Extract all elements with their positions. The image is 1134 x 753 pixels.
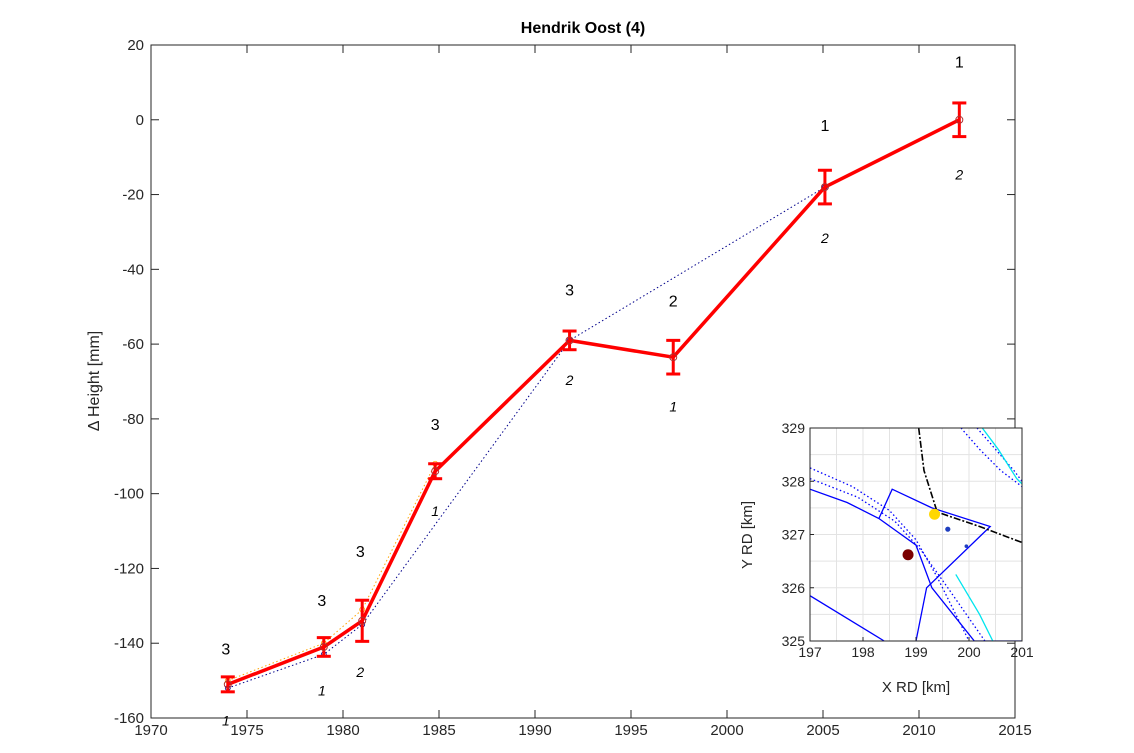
inset-map-line xyxy=(878,488,933,519)
inset-y-tick-label: 326 xyxy=(782,580,806,596)
y-tick-label: 0 xyxy=(136,112,144,129)
data-annotation: 2 xyxy=(954,167,963,183)
x-tick-label: 1990 xyxy=(518,722,551,739)
inset-y-tick-label: 325 xyxy=(782,633,806,649)
data-annotation: 3 xyxy=(221,641,230,658)
data-annotation: 1 xyxy=(955,54,964,71)
y-axis-label: Δ Height [mm] xyxy=(86,331,103,432)
data-point xyxy=(565,336,574,345)
data-annotation: 2 xyxy=(820,230,829,246)
inset-location-marker xyxy=(945,526,951,532)
data-annotation: 1 xyxy=(431,503,439,519)
inset-location-marker xyxy=(964,544,969,549)
chart-title: Hendrik Oost (4) xyxy=(521,20,645,37)
y-tick-label: -160 xyxy=(114,710,144,727)
series-line-dotted xyxy=(227,186,826,689)
data-point xyxy=(431,467,440,476)
error-bar xyxy=(562,329,577,352)
data-annotation: 1 xyxy=(222,712,230,728)
data-point xyxy=(820,183,829,192)
x-tick-label: 1985 xyxy=(422,722,455,739)
inset-x-tick-label: 201 xyxy=(1010,644,1034,660)
inset-y-tick-label: 328 xyxy=(782,473,806,489)
error-bar xyxy=(355,598,370,643)
x-tick-label: 2005 xyxy=(806,722,839,739)
data-annotation: 3 xyxy=(565,283,574,300)
data-annotation: 1 xyxy=(820,118,829,135)
x-tick-label: 1995 xyxy=(614,722,647,739)
y-tick-label: -60 xyxy=(122,336,144,353)
x-tick-label: 1970 xyxy=(134,722,167,739)
inset-x-tick-label: 198 xyxy=(851,644,875,660)
data-annotation: 3 xyxy=(356,544,365,561)
data-annotation: 3 xyxy=(431,417,440,434)
inset-map-line xyxy=(917,428,1022,544)
data-annotation: 2 xyxy=(355,664,364,680)
inset-x-tick-label: 199 xyxy=(904,644,928,660)
x-tick-label: 1975 xyxy=(230,722,263,739)
inset-y-tick-label: 327 xyxy=(782,527,806,543)
y-tick-label: 20 xyxy=(127,37,144,54)
main-annotation-layer: 3 1 3 1 3 2 3 1 3 2 2 1 1 2 1 2 xyxy=(221,54,963,728)
error-bar xyxy=(428,462,443,481)
error-bar xyxy=(817,168,832,206)
inset-x-tick-label: 200 xyxy=(957,644,981,660)
inset-map-line xyxy=(810,488,1022,641)
series-line-dotted xyxy=(227,463,436,682)
error-bar xyxy=(220,675,235,694)
x-tick-label: 2015 xyxy=(998,722,1031,739)
main-axes-box xyxy=(150,44,1016,719)
data-point xyxy=(358,616,367,625)
inset-map-line xyxy=(915,507,992,641)
inset-x-axis-label: X RD [km] xyxy=(882,679,950,696)
inset-location-marker xyxy=(929,508,941,520)
data-point xyxy=(319,642,328,651)
inset-y-axis-label: Y RD [km] xyxy=(739,501,756,569)
data-point xyxy=(955,115,964,124)
inset-map-line xyxy=(810,595,885,641)
data-annotation: 1 xyxy=(669,398,677,414)
data-annotation: 3 xyxy=(317,593,326,610)
data-point xyxy=(223,680,232,689)
inset-map: 197 198 199 200 201 329 328 327 326 325 X RD [km]… xyxy=(739,420,1034,696)
y-tick-label: -80 xyxy=(122,411,144,428)
series-line-main xyxy=(227,118,961,687)
inset-map-line xyxy=(810,467,970,641)
x-tick-label: 1980 xyxy=(326,722,359,739)
inset-map-line xyxy=(955,574,994,641)
inset-data-layer xyxy=(810,428,1022,641)
inset-location-marker xyxy=(902,549,914,561)
data-annotation: 2 xyxy=(565,372,574,388)
y-tick-label: -120 xyxy=(114,560,144,577)
y-tick-label: -40 xyxy=(122,261,144,278)
error-bar xyxy=(316,636,331,658)
error-bar xyxy=(666,338,681,376)
data-annotation: 1 xyxy=(318,683,326,699)
inset-x-tick-label: 197 xyxy=(798,644,822,660)
inset-y-tick-label: 329 xyxy=(782,420,806,436)
data-point xyxy=(669,353,678,362)
inset-tick-layer: 197 198 199 200 201 329 328 327 326 325 xyxy=(782,420,1034,660)
main-data-layer xyxy=(220,101,967,694)
y-tick-label: -140 xyxy=(114,635,144,652)
inset-map-line xyxy=(981,428,1022,485)
main-tick-layer: 1970 1975 1980 1985 1990 1995 2000 2005 2010 2015… xyxy=(114,37,1032,739)
x-tick-label: 2010 xyxy=(902,722,935,739)
error-bar xyxy=(952,101,967,139)
y-tick-label: -100 xyxy=(114,486,144,503)
data-annotation: 2 xyxy=(669,294,678,311)
x-tick-label: 2000 xyxy=(710,722,743,739)
y-tick-label: -20 xyxy=(122,187,144,204)
